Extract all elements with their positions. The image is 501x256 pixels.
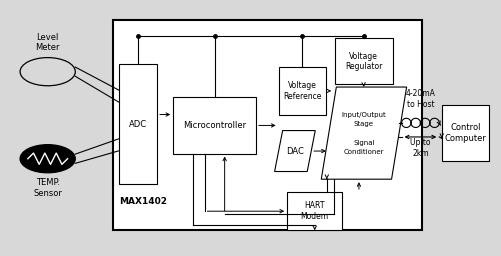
Text: Conditioner: Conditioner: [343, 149, 383, 155]
Text: Voltage
Reference: Voltage Reference: [283, 81, 321, 101]
Text: Voltage
Regulator: Voltage Regulator: [344, 52, 382, 71]
FancyBboxPatch shape: [287, 192, 342, 230]
Text: Control
Computer: Control Computer: [444, 123, 485, 143]
Text: Signal: Signal: [353, 140, 374, 146]
Text: Stage: Stage: [353, 121, 373, 127]
Polygon shape: [321, 87, 406, 179]
Circle shape: [20, 145, 75, 173]
Text: Up to
2km: Up to 2km: [409, 138, 430, 158]
FancyBboxPatch shape: [441, 105, 488, 161]
FancyBboxPatch shape: [334, 38, 392, 84]
Text: HART
Modem: HART Modem: [300, 201, 328, 221]
Text: 4-20mA
to Host: 4-20mA to Host: [405, 89, 434, 109]
Text: TEMP.
Sensor: TEMP. Sensor: [33, 178, 62, 198]
Text: Input/Output: Input/Output: [341, 112, 386, 118]
FancyBboxPatch shape: [119, 64, 157, 184]
FancyBboxPatch shape: [278, 67, 326, 115]
Text: MAX1402: MAX1402: [119, 197, 167, 206]
Text: Microcontroller: Microcontroller: [183, 121, 245, 130]
Text: Level
Meter: Level Meter: [36, 33, 60, 52]
Polygon shape: [274, 131, 315, 172]
FancyBboxPatch shape: [113, 20, 421, 230]
Text: ADC: ADC: [129, 120, 147, 129]
Text: DAC: DAC: [286, 146, 303, 156]
FancyBboxPatch shape: [173, 97, 256, 154]
